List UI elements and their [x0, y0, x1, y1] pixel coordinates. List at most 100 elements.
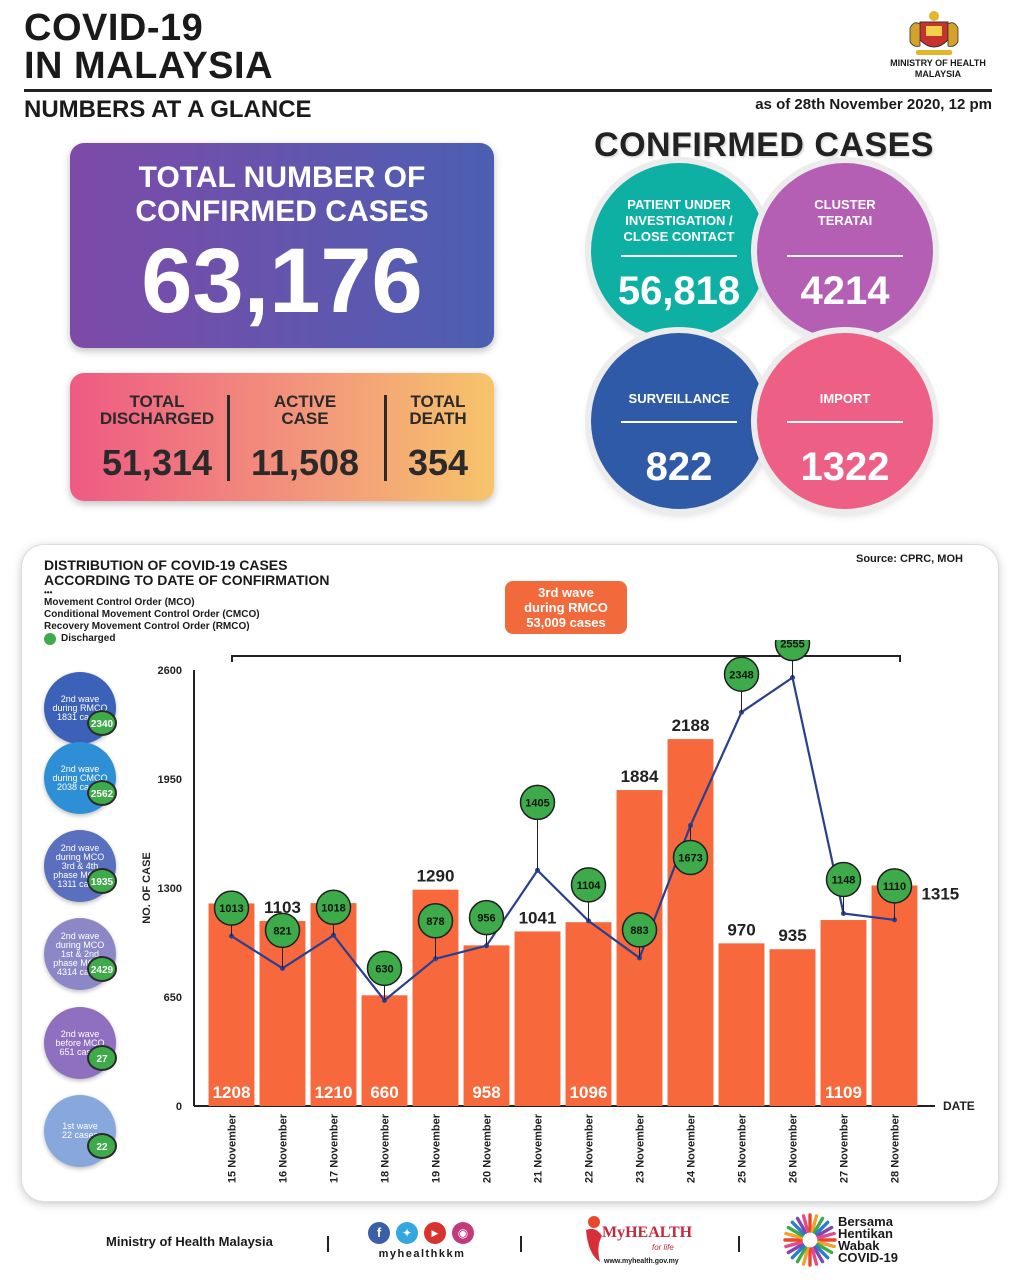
wave-label-line: 2nd wave [60, 1028, 100, 1039]
wave-label-line: 2nd wave [60, 842, 100, 853]
discharged-value-label: 1673 [678, 852, 702, 864]
legend-dots: ••• [44, 588, 53, 597]
x-tick-label: 25 November [737, 1113, 749, 1183]
ministry-label: MINISTRY OF HEALTH MALAYSIA [890, 58, 986, 79]
bar [514, 931, 561, 1106]
discharged-badge [417, 903, 454, 939]
youtube-icon[interactable]: ▶ [424, 1222, 446, 1244]
discharged-badge [825, 861, 862, 898]
confirmed-cases-heading: CONFIRMED CASES [594, 126, 934, 164]
myhealth-url: www.myhealth.gov.my [604, 1258, 679, 1265]
bar-value-label: 1315 [921, 884, 959, 903]
discharged-point [841, 910, 846, 916]
stat-divider [384, 395, 387, 481]
bar [667, 739, 714, 1106]
discharged-value-label: 630 [375, 963, 393, 975]
x-tick-label: 27 November [839, 1113, 851, 1183]
discharged-point [382, 997, 387, 1003]
circle-surveillance: SURVEILLANCE 822 [591, 333, 767, 509]
bar-value-label: 1103 [264, 898, 301, 917]
x-tick-label: 26 November [788, 1113, 800, 1183]
social-handle[interactable]: myhealthkkm [378, 1248, 466, 1260]
stat-death-label: TOTAL DEATH [409, 392, 467, 428]
footer-separator [738, 1236, 740, 1252]
campaign-line: Bersama [838, 1214, 893, 1229]
stats-card: TOTAL DISCHARGED 51,314 ACTIVE CASE 11,5… [70, 373, 494, 501]
discharged-badge [519, 784, 556, 821]
y-tick-label: 0 [176, 1101, 182, 1113]
wave-label-line: 2nd wave [60, 693, 100, 704]
wave-label-line: 1st wave [62, 1121, 98, 1131]
distribution-title-line-1: DISTRIBUTION OF COVID-19 CASES [44, 557, 288, 573]
campaign-burst-icon [783, 1213, 837, 1267]
bar-value-label: 958 [472, 1083, 500, 1102]
myhealth-figure-icon [586, 1216, 602, 1262]
footer-separator [520, 1236, 522, 1252]
title-line-2: IN MALAYSIA [24, 45, 274, 87]
legend-mco: Movement Control Order (MCO) [44, 597, 195, 608]
circle-label: SURVEILLANCE [628, 391, 730, 406]
facebook-icon[interactable]: f [368, 1222, 390, 1244]
wave-label-line: phase MCO - [53, 957, 107, 968]
campaign-text: Bersama Hentikan Wabak COVID-19 [838, 1214, 898, 1265]
wave-label-line: during MCO [55, 851, 105, 862]
circle-divider [787, 421, 903, 423]
discharged-value-label: 1013 [219, 903, 243, 915]
wave-discharged-badge: 1935 [87, 868, 117, 894]
discharged-point [637, 955, 642, 961]
wave-label-line: 22 cases [61, 1130, 99, 1140]
source-note: Source: CPRC, MOH [856, 553, 963, 565]
discharged-badge [672, 839, 709, 876]
y-tick-label: 1950 [158, 774, 182, 786]
bar-value-label: 1041 [519, 908, 557, 927]
discharged-badge [876, 868, 913, 904]
discharged-value-label: 2348 [729, 669, 753, 681]
circle-import: IMPORT 1322 [757, 333, 933, 509]
legend-discharged: Discharged [61, 633, 116, 644]
x-tick-label: 21 November [533, 1113, 545, 1183]
total-confirmed-label: TOTAL NUMBER OF CONFIRMED CASES [135, 161, 429, 228]
wave-label-line: during CMCO [52, 772, 108, 783]
x-tick-label: 15 November [227, 1113, 239, 1183]
discharged-value-label: 1148 [832, 874, 856, 886]
x-tick-label: 17 November [329, 1113, 341, 1183]
campaign-line: COVID-19 [838, 1250, 898, 1265]
circle-label: PATIENT UNDER INVESTIGATION / CLOSE CONT… [623, 197, 735, 244]
discharged-badge [774, 640, 811, 662]
bar [565, 922, 612, 1106]
circle-value: 4214 [800, 269, 890, 313]
wave-label-line: before MCO [55, 1037, 105, 1048]
header-rule [24, 89, 992, 92]
discharged-badge [468, 899, 505, 936]
legend-discharged-dot [44, 633, 56, 645]
circle-pui-close-contact: PATIENT UNDER INVESTIGATION / CLOSE CONT… [591, 163, 767, 339]
x-tick-label: 18 November [380, 1113, 392, 1183]
wave-label-line: 1st & 2nd [60, 948, 100, 959]
page-subtitle: NUMBERS AT A GLANCE [24, 96, 312, 123]
wave-label-line: phase MCO - [53, 869, 107, 880]
discharged-badge [621, 912, 658, 948]
discharged-badge [315, 889, 352, 926]
instagram-icon[interactable]: ◉ [452, 1222, 474, 1244]
discharged-point [739, 709, 744, 715]
campaign-line: Hentikan [838, 1226, 893, 1241]
wave-discharged-badge: 27 [87, 1045, 117, 1071]
footer-separator [327, 1236, 329, 1252]
bar [820, 920, 867, 1106]
x-tick-label: 23 November [635, 1113, 647, 1183]
callout-line: 53,009 cases [526, 615, 606, 630]
wave-label-line: 651 cases [59, 1046, 101, 1057]
bar [361, 995, 408, 1106]
stat-divider [227, 395, 230, 481]
wave-discharged-badge: 2429 [87, 956, 117, 982]
twitter-icon[interactable]: ✦ [396, 1222, 418, 1244]
wave-discharged-badge: 22 [87, 1133, 117, 1159]
myhealth-logo: MyHEALTH for life www.myhealth.gov.my [578, 1214, 694, 1270]
title-line-1: COVID-19 [24, 7, 204, 49]
bar-value-label: 660 [370, 1083, 398, 1102]
x-tick-label: 24 November [686, 1113, 698, 1183]
bar-value-label: 935 [778, 926, 806, 945]
bar-value-label: 1210 [315, 1083, 353, 1102]
discharged-value-label: 1110 [883, 881, 906, 893]
bar-value-label: 1208 [213, 1083, 251, 1102]
